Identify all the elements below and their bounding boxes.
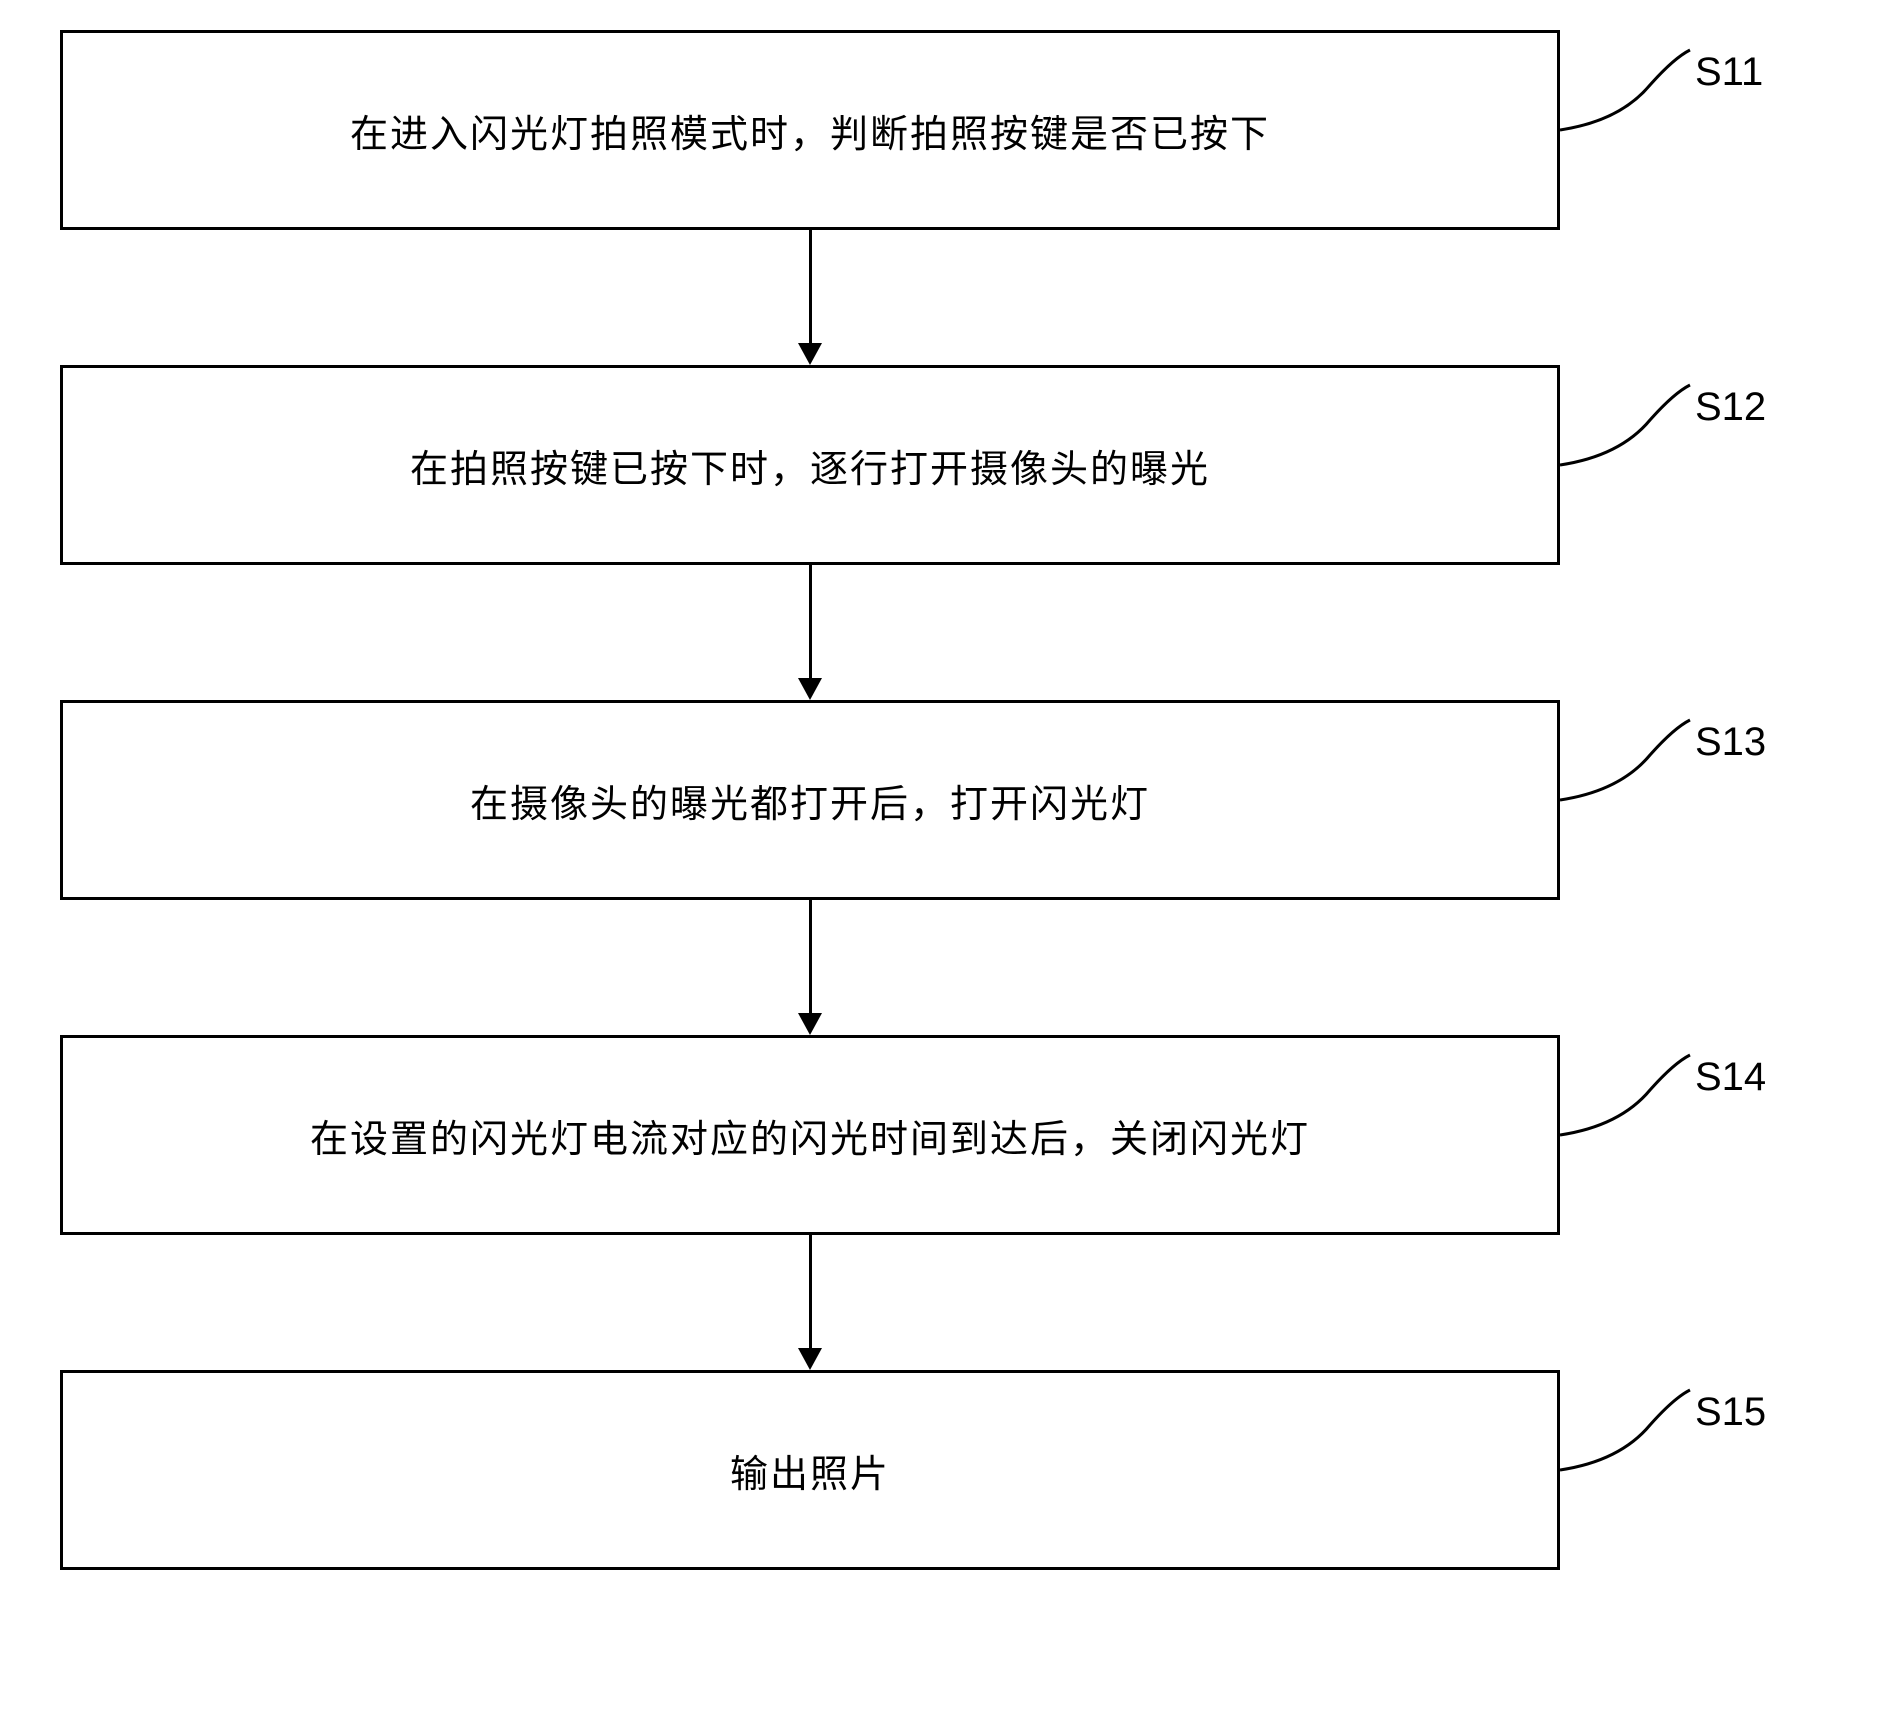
step-label-3: S13 xyxy=(1695,720,1766,765)
connector-1 xyxy=(1560,40,1700,150)
flow-step-1: 在进入闪光灯拍照模式时，判断拍照按键是否已按下 xyxy=(60,30,1560,230)
flow-step-1-text: 在进入闪光灯拍照模式时，判断拍照按键是否已按下 xyxy=(350,103,1270,158)
flow-step-2: 在拍照按键已按下时，逐行打开摄像头的曝光 xyxy=(60,365,1560,565)
step-label-4: S14 xyxy=(1695,1055,1766,1100)
arrow-1 xyxy=(809,230,812,343)
flow-step-3-text: 在摄像头的曝光都打开后，打开闪光灯 xyxy=(470,773,1150,828)
connector-5 xyxy=(1560,1380,1700,1490)
connector-2 xyxy=(1560,375,1700,485)
arrow-4 xyxy=(809,1235,812,1348)
arrow-2 xyxy=(809,565,812,678)
arrow-head-4 xyxy=(798,1348,822,1370)
flow-step-4-text: 在设置的闪光灯电流对应的闪光时间到达后，关闭闪光灯 xyxy=(310,1108,1310,1163)
arrow-head-2 xyxy=(798,678,822,700)
arrow-head-1 xyxy=(798,343,822,365)
flow-step-2-text: 在拍照按键已按下时，逐行打开摄像头的曝光 xyxy=(410,438,1210,493)
arrow-head-3 xyxy=(798,1013,822,1035)
flow-step-5-text: 输出照片 xyxy=(730,1443,890,1498)
arrow-3 xyxy=(809,900,812,1013)
step-label-2: S12 xyxy=(1695,385,1766,430)
flow-step-4: 在设置的闪光灯电流对应的闪光时间到达后，关闭闪光灯 xyxy=(60,1035,1560,1235)
connector-4 xyxy=(1560,1045,1700,1155)
flow-step-3: 在摄像头的曝光都打开后，打开闪光灯 xyxy=(60,700,1560,900)
step-label-5: S15 xyxy=(1695,1390,1766,1435)
step-label-1: S11 xyxy=(1695,50,1763,95)
connector-3 xyxy=(1560,710,1700,820)
flow-step-5: 输出照片 xyxy=(60,1370,1560,1570)
